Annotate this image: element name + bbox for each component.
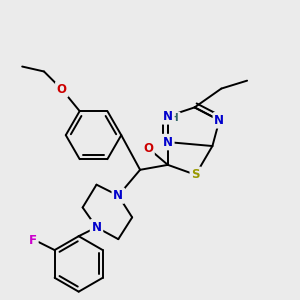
Text: H: H xyxy=(170,113,179,123)
Text: N: N xyxy=(163,136,173,148)
Text: O: O xyxy=(57,83,67,96)
Text: O: O xyxy=(143,142,153,154)
Text: N: N xyxy=(92,221,101,234)
Text: S: S xyxy=(191,168,200,181)
Text: N: N xyxy=(163,110,173,123)
Text: N: N xyxy=(214,114,224,127)
Text: F: F xyxy=(29,234,37,247)
Text: N: N xyxy=(113,189,123,202)
